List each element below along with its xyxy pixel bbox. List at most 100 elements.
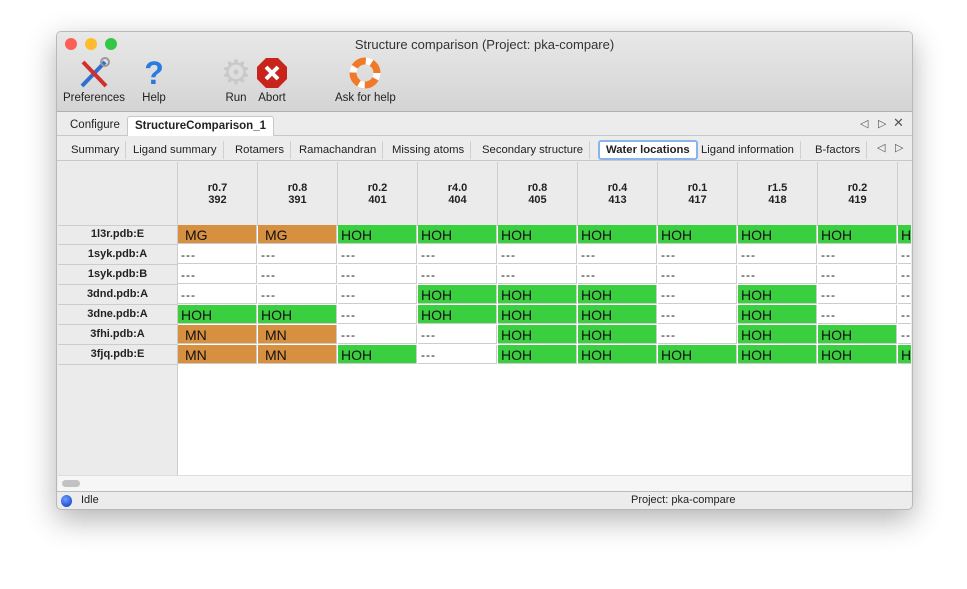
scrollbar-thumb[interactable] [62, 480, 80, 487]
table-cell[interactable]: --- [818, 265, 897, 284]
subtab-scroll-right-icon[interactable]: ▷ [895, 142, 904, 154]
run-button[interactable]: ⚙ Run [220, 54, 252, 104]
table-cell[interactable]: --- [578, 265, 657, 284]
table-cell[interactable]: HOH [818, 325, 897, 344]
subtab-secondary-structure[interactable]: Secondary structure [476, 141, 591, 159]
row-header[interactable]: 3fhi.pdb:A [58, 325, 177, 345]
table-cell[interactable]: --- [338, 325, 417, 344]
abort-button[interactable]: Abort [255, 56, 289, 104]
column-header[interactable]: r0.4 413 [578, 162, 658, 226]
table-cell[interactable]: --- [898, 265, 911, 284]
table-cell[interactable]: --- [578, 245, 657, 264]
table-cell[interactable]: --- [818, 305, 897, 324]
ask-for-help-button[interactable]: Ask for help [335, 56, 396, 104]
row-header[interactable]: 1syk.pdb:A [58, 245, 177, 265]
column-header[interactable]: r0.2 419 [818, 162, 898, 226]
table-cell[interactable]: HOH [738, 325, 817, 344]
table-cell[interactable]: HOH [258, 305, 337, 324]
table-cell[interactable]: HOH [578, 345, 657, 364]
table-cell[interactable]: HOH [418, 285, 497, 304]
table-cell[interactable]: --- [898, 245, 911, 264]
table-cell[interactable]: --- [658, 325, 737, 344]
tab-structure-comparison-1[interactable]: StructureComparison_1 [127, 116, 275, 136]
table-cell[interactable]: --- [498, 245, 577, 264]
table-cell[interactable]: --- [338, 245, 417, 264]
table-cell[interactable]: MN [258, 345, 337, 364]
table-cell[interactable]: HOH [338, 345, 417, 364]
tab-scroll-right-icon[interactable]: ▷ [878, 118, 887, 130]
horizontal-scrollbar[interactable] [58, 475, 911, 491]
maximize-window-button[interactable] [105, 38, 117, 50]
table-cell[interactable]: HOH [818, 345, 897, 364]
column-header[interactable]: r0.1 417 [658, 162, 738, 226]
minimize-window-button[interactable] [85, 38, 97, 50]
table-cell[interactable]: MG [178, 225, 257, 244]
subtab-b-factors[interactable]: B-factors [809, 141, 868, 159]
column-header[interactable]: r0.7 392 [178, 162, 258, 226]
table-cell[interactable]: --- [898, 305, 911, 324]
table-cell[interactable]: HOH [898, 345, 911, 364]
table-cell[interactable]: --- [258, 265, 337, 284]
table-cell[interactable]: --- [898, 325, 911, 344]
preferences-button[interactable]: Preferences [63, 56, 125, 104]
column-header[interactable]: r4.0 404 [418, 162, 498, 226]
table-cell[interactable]: --- [818, 245, 897, 264]
row-header[interactable]: 3dne.pdb:A [58, 305, 177, 325]
table-cell[interactable]: --- [658, 305, 737, 324]
subtab-rotamers[interactable]: Rotamers [229, 141, 291, 159]
table-cell[interactable]: HOH [578, 225, 657, 244]
table-cell[interactable]: HOH [498, 305, 577, 324]
table-cell[interactable]: --- [738, 245, 817, 264]
table-cell[interactable]: HOH [738, 225, 817, 244]
table-cell[interactable]: --- [178, 245, 257, 264]
subtab-ramachandran[interactable]: Ramachandran [293, 141, 384, 159]
table-cell[interactable]: HOH [738, 285, 817, 304]
tab-scroll-left-icon[interactable]: ◁ [860, 118, 869, 130]
table-cell[interactable]: MG [258, 225, 337, 244]
table-cell[interactable]: --- [418, 265, 497, 284]
table-cell[interactable]: HOH [658, 345, 737, 364]
table-cell[interactable]: HOH [498, 225, 577, 244]
table-cell[interactable]: --- [818, 285, 897, 304]
table-cell[interactable]: HOH [578, 285, 657, 304]
table-cell[interactable]: HOH [818, 225, 897, 244]
table-cell[interactable]: HOH [338, 225, 417, 244]
table-cell[interactable]: HOH [578, 305, 657, 324]
table-cell[interactable]: HOH [738, 345, 817, 364]
table-cell[interactable]: HOH [498, 345, 577, 364]
table-cell[interactable]: HOH [658, 225, 737, 244]
row-header[interactable]: 1syk.pdb:B [58, 265, 177, 285]
subtab-ligand-information[interactable]: Ligand information [695, 141, 801, 159]
help-button[interactable]: ? Help [137, 55, 171, 105]
table-cell[interactable]: HOH [578, 325, 657, 344]
table-cell[interactable]: --- [418, 345, 497, 364]
table-cell[interactable]: --- [658, 245, 737, 264]
row-header[interactable]: 3fjq.pdb:E [58, 345, 177, 365]
subtab-missing-atoms[interactable]: Missing atoms [386, 141, 472, 159]
table-cell[interactable]: --- [498, 265, 577, 284]
table-cell[interactable]: HOH [738, 305, 817, 324]
table-cell[interactable]: HOH [498, 325, 577, 344]
close-window-button[interactable] [65, 38, 77, 50]
table-cell[interactable]: --- [658, 265, 737, 284]
subtab-ligand-summary[interactable]: Ligand summary [127, 141, 224, 159]
table-cell[interactable]: --- [338, 305, 417, 324]
table-cell[interactable]: --- [418, 245, 497, 264]
close-tab-icon[interactable]: ✕ [893, 115, 904, 130]
row-header[interactable]: 1l3r.pdb:E [58, 225, 177, 245]
subtab-summary[interactable]: Summary [65, 141, 127, 159]
table-cell[interactable]: --- [658, 285, 737, 304]
table-cell[interactable]: --- [258, 245, 337, 264]
tab-configure[interactable]: Configure [70, 119, 120, 131]
table-cell[interactable]: --- [418, 325, 497, 344]
table-cell[interactable]: --- [338, 285, 417, 304]
table-cell[interactable]: HOH [418, 305, 497, 324]
row-header[interactable]: 3dnd.pdb:A [58, 285, 177, 305]
column-header[interactable]: r0.8 405 [498, 162, 578, 226]
table-cell[interactable]: HOH [418, 225, 497, 244]
table-cell[interactable]: --- [738, 265, 817, 284]
table-cell[interactable]: MN [178, 325, 257, 344]
table-cell[interactable]: HOH [898, 225, 911, 244]
table-cell[interactable]: --- [258, 285, 337, 304]
table-cell[interactable]: HOH [498, 285, 577, 304]
